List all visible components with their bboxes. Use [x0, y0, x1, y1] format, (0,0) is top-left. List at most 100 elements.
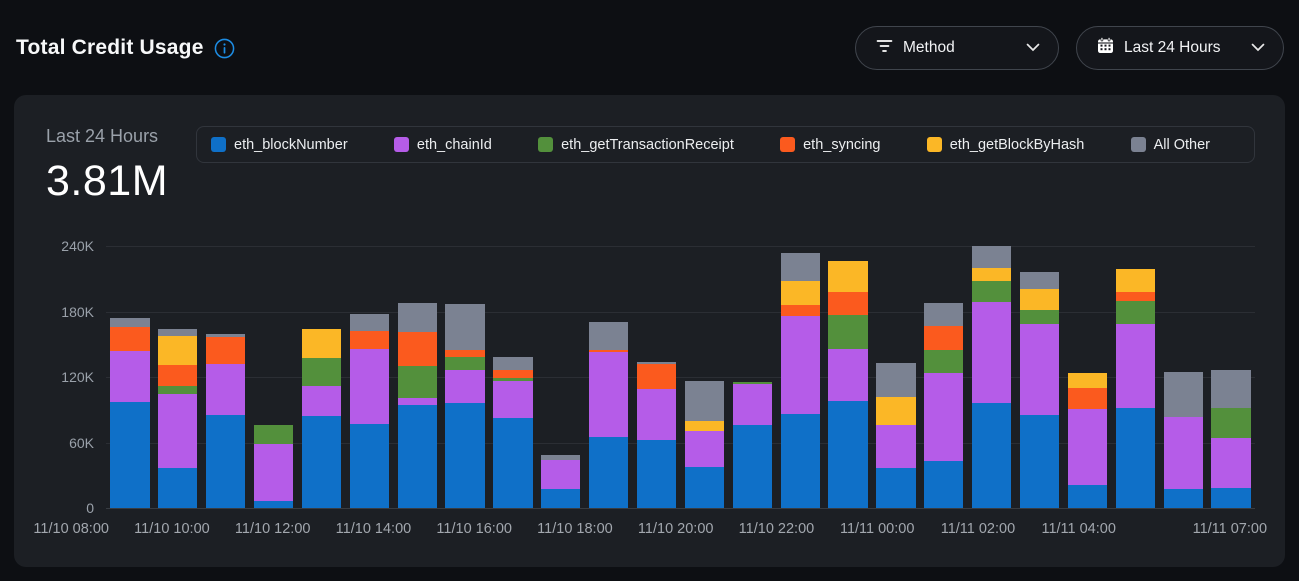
bar-segment-eth_getTransactionReceipt[interactable] — [445, 357, 485, 371]
bar-segment-All Other[interactable] — [684, 381, 725, 421]
bar-segment-eth_blockNumber[interactable] — [589, 437, 629, 508]
legend-item-All Other[interactable]: All Other — [1130, 137, 1210, 153]
bar-segment-eth_getTransactionReceipt[interactable] — [397, 366, 437, 398]
bar-segment-eth_getBlockByHash[interactable] — [780, 280, 820, 305]
bar-segment-eth_getTransactionReceipt[interactable] — [924, 349, 964, 373]
bar-segment-All Other[interactable] — [972, 246, 1012, 268]
bar-segment-eth_syncing[interactable] — [397, 332, 437, 367]
bar-segment-eth_syncing[interactable] — [780, 304, 820, 316]
bar-segment-eth_blockNumber[interactable] — [253, 501, 294, 508]
stacked-bar[interactable] — [684, 381, 725, 508]
bar-segment-eth_syncing[interactable] — [924, 325, 964, 350]
bar-segment-eth_blockNumber[interactable] — [636, 440, 677, 509]
bar-segment-eth_chainId[interactable] — [253, 443, 294, 502]
bar-segment-eth_blockNumber[interactable] — [301, 416, 342, 508]
bar-segment-eth_blockNumber[interactable] — [1067, 485, 1108, 508]
bar-segment-eth_getBlockByHash[interactable] — [876, 396, 916, 426]
bar-segment-eth_blockNumber[interactable] — [493, 418, 533, 508]
bar-segment-eth_chainId[interactable] — [1163, 417, 1203, 490]
bar-segment-eth_chainId[interactable] — [972, 301, 1012, 404]
bar-segment-All Other[interactable] — [1019, 272, 1060, 289]
bar-segment-eth_blockNumber[interactable] — [397, 405, 437, 508]
bar-segment-eth_chainId[interactable] — [110, 350, 150, 403]
stacked-bar[interactable] — [253, 425, 294, 508]
bar-segment-eth_blockNumber[interactable] — [972, 403, 1012, 508]
bar-segment-eth_chainId[interactable] — [1115, 323, 1155, 408]
bar-segment-eth_getBlockByHash[interactable] — [1067, 372, 1108, 388]
stacked-bar[interactable] — [349, 313, 389, 509]
bar-segment-eth_blockNumber[interactable] — [206, 415, 246, 509]
bar-segment-eth_syncing[interactable] — [636, 363, 677, 390]
bar-segment-eth_chainId[interactable] — [1019, 323, 1060, 416]
bar-segment-eth_getBlockByHash[interactable] — [972, 267, 1012, 281]
stacked-bar[interactable] — [876, 362, 916, 508]
bar-segment-All Other[interactable] — [1163, 371, 1203, 418]
stacked-bar[interactable] — [110, 318, 150, 509]
stacked-bar[interactable] — [589, 322, 629, 508]
bar-segment-eth_getBlockByHash[interactable] — [1115, 268, 1155, 292]
bar-segment-eth_getBlockByHash[interactable] — [828, 261, 868, 292]
bar-segment-eth_getTransactionReceipt[interactable] — [732, 381, 772, 384]
bar-segment-All Other[interactable] — [636, 361, 677, 364]
bar-segment-eth_blockNumber[interactable] — [349, 423, 389, 509]
bar-segment-eth_getBlockByHash[interactable] — [1019, 288, 1060, 311]
stacked-bar[interactable] — [445, 303, 485, 508]
bar-segment-eth_blockNumber[interactable] — [445, 403, 485, 508]
bar-segment-eth_chainId[interactable] — [349, 348, 389, 424]
stacked-bar[interactable] — [828, 261, 868, 508]
bar-segment-eth_getTransactionReceipt[interactable] — [828, 314, 868, 349]
method-dropdown[interactable]: Method — [855, 26, 1059, 70]
bar-segment-eth_chainId[interactable] — [493, 381, 533, 419]
bar-segment-All Other[interactable] — [349, 313, 389, 332]
bar-segment-eth_blockNumber[interactable] — [780, 414, 820, 508]
bar-segment-eth_getBlockByHash[interactable] — [301, 328, 342, 359]
bar-segment-eth_getBlockByHash[interactable] — [158, 335, 198, 365]
bar-segment-eth_getTransactionReceipt[interactable] — [972, 280, 1012, 302]
bar-segment-eth_blockNumber[interactable] — [732, 425, 772, 508]
bar-segment-All Other[interactable] — [589, 322, 629, 350]
stacked-bar[interactable] — [972, 246, 1012, 508]
bar-segment-eth_blockNumber[interactable] — [1163, 489, 1203, 508]
bar-segment-eth_blockNumber[interactable] — [876, 467, 916, 508]
bar-segment-eth_chainId[interactable] — [828, 348, 868, 402]
stacked-bar[interactable] — [636, 361, 677, 509]
stacked-bar[interactable] — [1067, 372, 1108, 508]
bar-segment-eth_getTransactionReceipt[interactable] — [158, 385, 198, 395]
bar-segment-eth_syncing[interactable] — [828, 291, 868, 315]
bar-segment-eth_chainId[interactable] — [1067, 408, 1108, 486]
bar-segment-eth_chainId[interactable] — [732, 383, 772, 426]
bar-segment-eth_syncing[interactable] — [445, 349, 485, 358]
bar-segment-eth_syncing[interactable] — [158, 364, 198, 386]
stacked-bar[interactable] — [1019, 272, 1060, 508]
bar-segment-All Other[interactable] — [924, 302, 964, 326]
bar-segment-eth_chainId[interactable] — [1211, 438, 1251, 489]
bar-segment-eth_blockNumber[interactable] — [828, 401, 868, 508]
bar-segment-eth_chainId[interactable] — [876, 425, 916, 468]
bar-segment-eth_syncing[interactable] — [110, 326, 150, 351]
stacked-bar[interactable] — [924, 302, 964, 508]
bar-segment-eth_chainId[interactable] — [780, 315, 820, 415]
stacked-bar[interactable] — [206, 333, 246, 509]
bar-segment-eth_chainId[interactable] — [684, 430, 725, 467]
bar-segment-eth_chainId[interactable] — [301, 385, 342, 417]
bar-segment-eth_blockNumber[interactable] — [1019, 415, 1060, 508]
bar-segment-eth_syncing[interactable] — [1067, 387, 1108, 409]
bar-segment-eth_syncing[interactable] — [349, 331, 389, 349]
bar-segment-All Other[interactable] — [158, 328, 198, 336]
stacked-bar[interactable] — [1211, 370, 1251, 508]
bar-segment-eth_chainId[interactable] — [206, 363, 246, 416]
bar-segment-eth_chainId[interactable] — [541, 459, 581, 490]
info-icon[interactable] — [214, 38, 235, 59]
bar-segment-All Other[interactable] — [445, 303, 485, 350]
bar-segment-eth_getTransactionReceipt[interactable] — [493, 378, 533, 382]
bar-segment-eth_getTransactionReceipt[interactable] — [301, 358, 342, 386]
bar-segment-eth_chainId[interactable] — [924, 372, 964, 462]
bar-segment-eth_blockNumber[interactable] — [684, 466, 725, 508]
bar-segment-eth_chainId[interactable] — [445, 370, 485, 404]
bar-segment-eth_syncing[interactable] — [493, 370, 533, 379]
bar-segment-eth_getTransactionReceipt[interactable] — [1115, 300, 1155, 324]
stacked-bar[interactable] — [780, 252, 820, 508]
legend-item-eth_syncing[interactable]: eth_syncing — [780, 137, 881, 153]
bar-segment-eth_syncing[interactable] — [206, 336, 246, 364]
bar-segment-All Other[interactable] — [493, 357, 533, 371]
